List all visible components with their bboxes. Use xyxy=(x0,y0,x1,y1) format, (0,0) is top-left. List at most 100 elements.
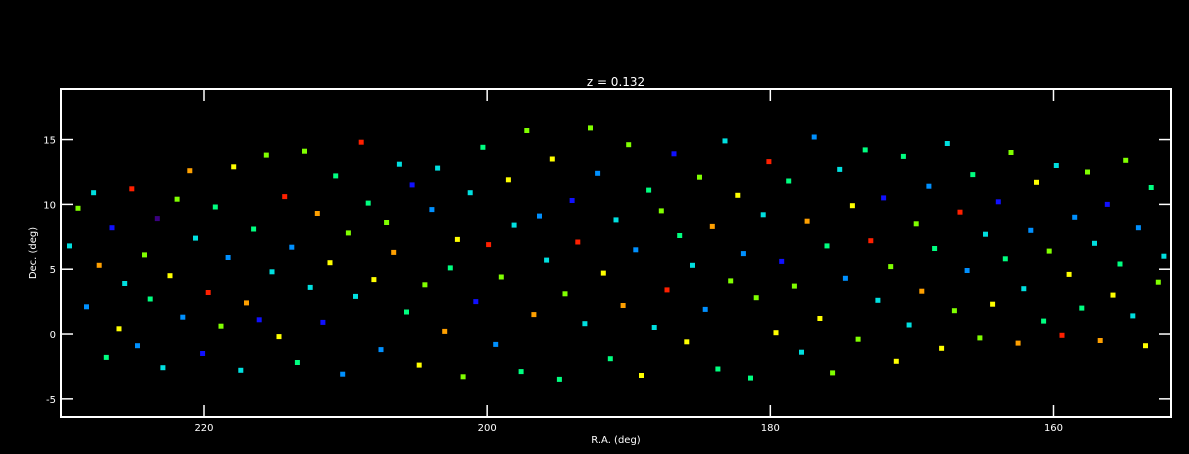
scatter-point xyxy=(804,218,810,224)
scatter-point xyxy=(671,151,677,157)
scatter-point xyxy=(786,178,792,184)
scatter-point xyxy=(289,244,295,250)
scatter-point xyxy=(67,243,72,249)
scatter-point xyxy=(849,203,855,209)
y-tick-label: 5 xyxy=(50,265,56,276)
scatter-point xyxy=(429,207,435,213)
scatter-point xyxy=(75,205,81,211)
scatter-point xyxy=(122,281,128,286)
scatter-point xyxy=(187,168,193,174)
y-tick-label: -5 xyxy=(46,395,56,406)
scatter-point xyxy=(160,365,166,371)
scatter-point xyxy=(728,278,734,284)
scatter-point xyxy=(735,192,741,198)
scatter-point xyxy=(1041,318,1047,324)
scatter-point xyxy=(556,376,562,382)
scatter-point xyxy=(193,235,198,241)
scatter-point xyxy=(588,125,593,131)
scatter-point xyxy=(358,139,364,145)
scatter-point xyxy=(263,152,269,158)
scatter-point xyxy=(779,258,785,264)
scatter-point xyxy=(957,209,963,215)
scatter-point xyxy=(371,277,377,283)
scatter-point xyxy=(1104,201,1110,207)
scatter-point xyxy=(435,165,441,171)
x-axis: 220 200 180 160 xyxy=(194,89,1063,434)
scatter-point xyxy=(1110,292,1116,298)
scatter-point xyxy=(855,336,861,342)
scatter-point xyxy=(1079,305,1085,311)
scatter-point xyxy=(511,222,517,228)
scatter-point xyxy=(116,326,122,332)
scatter-point xyxy=(607,356,613,362)
scatter-point xyxy=(900,153,906,159)
scatter-point xyxy=(837,166,843,172)
scatter-point xyxy=(549,156,555,162)
scatter-point xyxy=(875,297,881,303)
scatter-point xyxy=(1059,332,1065,338)
scatter-point xyxy=(575,239,581,245)
scatter-point xyxy=(766,159,772,165)
scatter-point xyxy=(1085,169,1090,175)
scatter-point xyxy=(1148,185,1154,190)
scatter-point xyxy=(1034,179,1039,185)
scatter-point xyxy=(830,370,836,376)
scatter-point xyxy=(294,360,300,365)
scatter-point xyxy=(447,265,453,271)
scatter-point xyxy=(760,212,766,218)
scatter-point xyxy=(320,319,326,325)
scatter-point xyxy=(702,306,708,312)
scatter-point xyxy=(1021,286,1027,292)
scatter-point xyxy=(384,220,390,225)
scatter-point xyxy=(147,296,153,302)
scatter-point xyxy=(881,195,887,201)
scatter-point xyxy=(1015,340,1021,346)
scatter-point xyxy=(562,291,568,297)
scatter-point xyxy=(939,345,945,351)
scatter-point xyxy=(135,343,140,349)
scatter-point xyxy=(480,144,486,150)
scatter-point xyxy=(1130,313,1136,319)
scatter-point xyxy=(595,170,601,176)
scatter-point xyxy=(212,204,218,210)
scatter-point xyxy=(314,211,320,216)
scatter-point xyxy=(658,208,664,214)
y-axis-label: Dec. (deg) xyxy=(28,227,39,279)
scatter-point xyxy=(302,148,307,154)
scatter-point xyxy=(951,308,957,314)
scatter-point xyxy=(505,177,511,183)
y-tick-label: 10 xyxy=(43,200,56,211)
scatter-point xyxy=(518,369,524,375)
scatter-point xyxy=(639,373,644,378)
scatter-point xyxy=(256,317,262,323)
scatter-point xyxy=(1028,227,1034,233)
scatter-point xyxy=(422,282,428,288)
scatter-point xyxy=(1117,261,1123,267)
x-axis-label: R.A. (deg) xyxy=(591,435,641,446)
scatter-point xyxy=(1046,248,1052,254)
scatter-point xyxy=(269,269,275,275)
scatter-point xyxy=(486,242,492,248)
scatter-point xyxy=(174,196,180,202)
scatter-point xyxy=(888,264,894,270)
scatter-point xyxy=(799,349,804,355)
scatter-point xyxy=(1155,279,1161,285)
scatter-point xyxy=(404,309,409,315)
scatter-point xyxy=(646,187,652,193)
scatter-point xyxy=(96,262,102,268)
scatter-point xyxy=(970,172,976,178)
scatter-point xyxy=(926,183,932,189)
scatter-point xyxy=(200,351,206,356)
scatter-point xyxy=(1053,163,1059,168)
scatter-point xyxy=(391,249,397,255)
scatter-point xyxy=(238,367,244,373)
y-tick-label: 0 xyxy=(50,330,56,341)
scatter-point xyxy=(811,134,817,140)
scatter-point xyxy=(677,233,683,238)
scatter-point xyxy=(633,247,639,253)
points-layer xyxy=(67,125,1167,382)
scatter-point xyxy=(913,221,919,227)
scatter-point xyxy=(1008,150,1014,155)
scatter-point xyxy=(1161,253,1167,259)
